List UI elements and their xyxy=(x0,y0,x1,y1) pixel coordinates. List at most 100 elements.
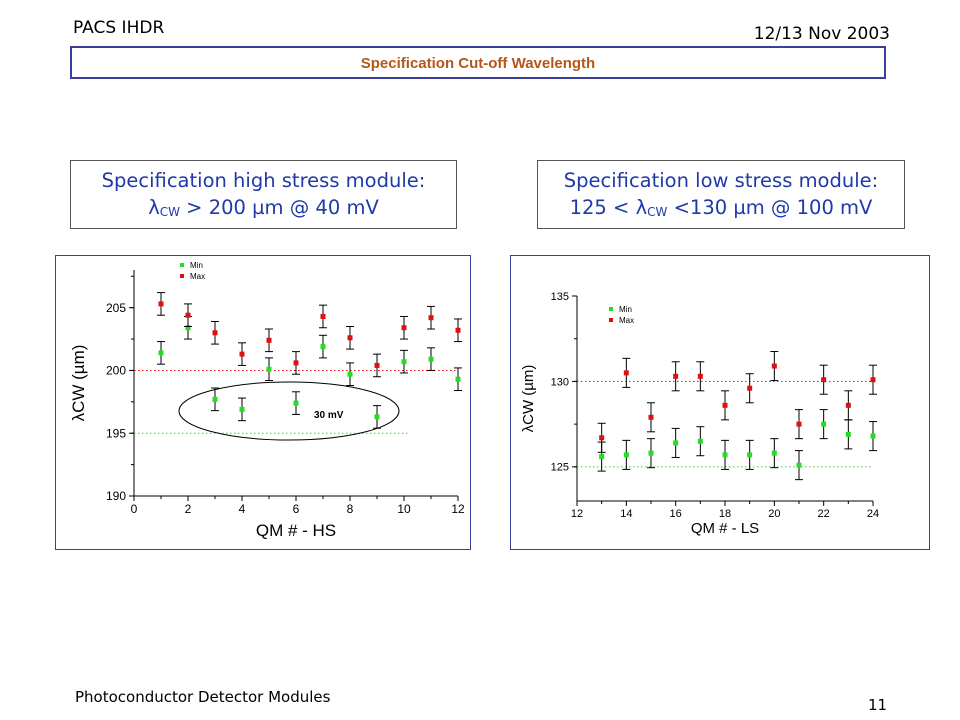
x-axis-label: QM # - LS xyxy=(691,520,759,537)
legend-label: Min xyxy=(190,261,203,270)
chart-panel-high-stress: 0 2 4 6 8 10 12 190 195 200 205 Min Max QM # - HS λCW … xyxy=(55,255,471,550)
x-tick-label: 22 xyxy=(818,508,830,520)
x-tick-label: 24 xyxy=(867,508,879,520)
data-point-min xyxy=(374,414,380,420)
x-axis-label: QM # - HS xyxy=(256,521,336,540)
y-axis-label: λCW (µm) xyxy=(69,345,88,422)
x-tick-label: 14 xyxy=(620,508,632,520)
y-axis-label: λCW (µm) xyxy=(520,365,537,433)
x-tick-label: 8 xyxy=(347,502,354,516)
spec-high-title: Specification high stress module: xyxy=(101,169,426,192)
x-tick-label: 20 xyxy=(768,508,780,520)
spec-low-formula: 125 < λCW <130 µm @ 100 mV xyxy=(538,194,904,226)
chart-panel-low-stress: 12 14 16 18 20 22 24 125 130 135 Min Max QM # - LS λC… xyxy=(510,255,930,550)
data-point-max xyxy=(870,377,876,383)
data-point-min xyxy=(455,376,461,382)
page-title: Specification Cut-off Wavelength xyxy=(70,46,886,79)
data-point-min xyxy=(158,350,164,356)
data-point-max xyxy=(722,402,728,408)
data-point-min xyxy=(293,400,299,406)
data-point-min xyxy=(648,450,654,456)
header-left: PACS IHDR xyxy=(73,18,165,38)
legend-marker xyxy=(180,263,184,267)
data-point-max xyxy=(796,421,802,427)
data-point-max xyxy=(771,363,777,369)
legend-label: Max xyxy=(190,272,205,281)
spec-high-formula: λCW > 200 µm @ 40 mV xyxy=(71,194,456,226)
lambda-symbol: λ xyxy=(635,196,648,219)
lambda-subscript: CW xyxy=(647,205,668,219)
data-point-min xyxy=(747,452,753,458)
y-tick-label: 200 xyxy=(106,364,126,378)
data-point-min xyxy=(697,438,703,444)
data-point-min xyxy=(212,396,218,402)
data-point-min xyxy=(320,344,326,350)
data-point-min xyxy=(401,359,407,365)
data-point-max xyxy=(845,402,851,408)
data-point-min xyxy=(347,371,353,377)
legend-marker xyxy=(609,307,613,311)
x-tick-label: 0 xyxy=(131,502,138,516)
x-tick-label: 4 xyxy=(239,502,246,516)
lambda-subscript: CW xyxy=(159,205,180,219)
y-tick-label: 205 xyxy=(106,301,126,315)
data-point-min xyxy=(428,356,434,362)
data-point-max xyxy=(599,435,605,441)
data-point-max xyxy=(623,370,629,376)
data-point-max xyxy=(320,313,326,319)
spec-low-title: Specification low stress module: xyxy=(563,169,879,192)
data-point-min xyxy=(266,366,272,372)
x-tick-label: 18 xyxy=(719,508,731,520)
data-point-min xyxy=(796,462,802,468)
y-tick-label: 130 xyxy=(551,376,569,388)
data-point-min xyxy=(673,440,679,446)
data-point-max xyxy=(747,385,753,391)
data-point-min xyxy=(239,406,245,412)
data-point-min xyxy=(623,452,629,458)
data-point-min xyxy=(771,450,777,456)
footer-title: Photoconductor Detector Modules xyxy=(75,688,331,706)
spec-low-stress-box: Specification low stress module: 125 < λ… xyxy=(537,160,905,229)
data-point-max xyxy=(455,327,461,333)
data-point-max xyxy=(648,414,654,420)
spec-high-stress-box: Specification high stress module: λCW > … xyxy=(70,160,457,229)
legend-label: Max xyxy=(619,316,634,325)
legend-label: Min xyxy=(619,305,632,314)
x-tick-label: 2 xyxy=(185,502,192,516)
x-tick-label: 10 xyxy=(397,502,411,516)
data-point-max xyxy=(266,337,272,343)
data-point-max xyxy=(158,301,164,307)
y-tick-label: 190 xyxy=(106,489,126,503)
spec-low-value: <130 µm @ 100 mV xyxy=(667,196,873,219)
x-tick-label: 6 xyxy=(293,502,300,516)
x-tick-label: 16 xyxy=(670,508,682,520)
data-point-max xyxy=(673,373,679,379)
legend-marker xyxy=(180,274,184,278)
data-point-max xyxy=(374,362,380,368)
data-point-min xyxy=(821,421,827,427)
page-number: 11 xyxy=(868,696,888,714)
data-point-max xyxy=(697,373,703,379)
chart-high-stress: 0 2 4 6 8 10 12 190 195 200 205 Min Max QM # - HS λCW … xyxy=(69,261,465,540)
header-date: 12/13 Nov 2003 xyxy=(753,24,890,44)
chart-low-stress: 12 14 16 18 20 22 24 125 130 135 Min Max QM # - LS λC… xyxy=(520,291,879,537)
data-point-min xyxy=(870,433,876,439)
data-point-min xyxy=(845,431,851,437)
data-point-max xyxy=(401,325,407,331)
data-point-max xyxy=(293,360,299,366)
spec-high-value: > 200 µm @ 40 mV xyxy=(179,196,379,219)
data-point-max xyxy=(347,335,353,341)
y-tick-label: 195 xyxy=(106,426,126,440)
data-point-max xyxy=(185,312,191,318)
data-point-min xyxy=(185,325,191,331)
data-point-min xyxy=(722,452,728,458)
annotation-ellipse xyxy=(178,381,400,441)
data-point-max xyxy=(821,377,827,383)
annotation-label: 30 mV xyxy=(314,410,344,421)
x-tick-label: 12 xyxy=(571,508,583,520)
data-point-max xyxy=(239,351,245,357)
data-point-max xyxy=(428,315,434,321)
lambda-symbol: λ xyxy=(148,196,160,219)
x-tick-label: 12 xyxy=(451,502,465,516)
y-tick-label: 135 xyxy=(551,291,569,303)
